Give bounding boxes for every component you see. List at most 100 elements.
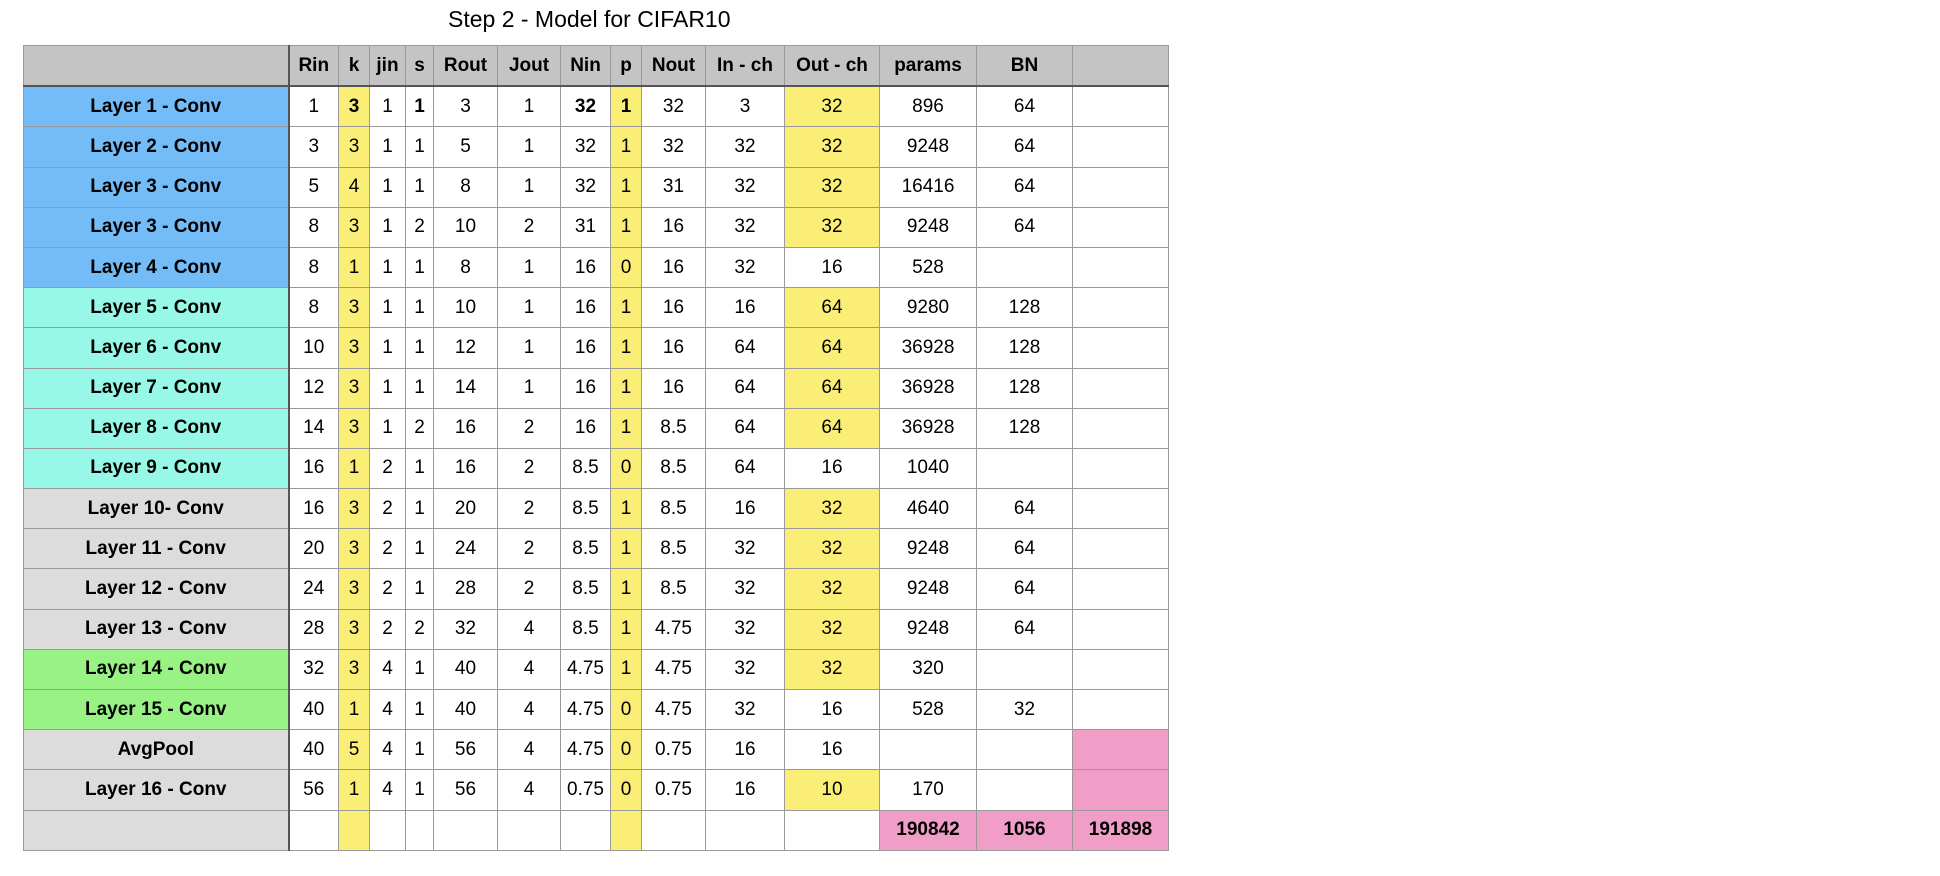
k-cell[interactable]: 5 xyxy=(338,729,370,771)
rin-cell[interactable]: 8 xyxy=(288,246,339,289)
bn-cell[interactable]: 32 xyxy=(976,688,1073,731)
nin-cell[interactable]: 16 xyxy=(560,287,611,329)
header-cell-jin[interactable]: jin xyxy=(369,45,406,88)
rout-cell[interactable]: 28 xyxy=(433,568,498,610)
jin-cell[interactable]: 4 xyxy=(369,729,406,771)
jin-cell[interactable]: 1 xyxy=(369,166,406,208)
jin-cell[interactable]: 2 xyxy=(369,608,406,650)
nout-cell[interactable]: 8.5 xyxy=(641,407,706,449)
bn-cell[interactable]: 64 xyxy=(976,206,1073,248)
out-ch-cell[interactable]: 64 xyxy=(784,287,880,329)
bn-cell[interactable]: 128 xyxy=(976,287,1073,329)
bn-cell[interactable]: 64 xyxy=(976,488,1073,530)
layer-label-cell[interactable]: Layer 14 - Conv xyxy=(23,648,290,691)
layer-label-cell[interactable]: Layer 16 - Conv xyxy=(23,769,290,811)
s-cell[interactable]: 2 xyxy=(405,608,434,650)
nin-cell[interactable]: 16 xyxy=(560,407,611,449)
in-ch-cell[interactable]: 16 xyxy=(705,287,785,329)
p-cell[interactable]: 0 xyxy=(610,769,642,811)
p-cell[interactable]: 1 xyxy=(610,488,642,530)
jin-cell[interactable]: 1 xyxy=(369,287,406,329)
nin-cell[interactable]: 4.75 xyxy=(560,648,611,691)
in-ch-cell[interactable]: 32 xyxy=(705,206,785,248)
rin-cell[interactable]: 12 xyxy=(288,367,339,409)
nout-cell[interactable]: 8.5 xyxy=(641,568,706,610)
bn-cell[interactable] xyxy=(976,769,1073,811)
in-ch-cell[interactable]: 32 xyxy=(705,648,785,691)
k-cell[interactable]: 3 xyxy=(338,206,370,248)
extra-cell[interactable] xyxy=(1072,447,1169,490)
extra-cell[interactable] xyxy=(1072,688,1169,731)
p-cell[interactable]: 1 xyxy=(610,287,642,329)
layer-label-cell[interactable]: Layer 2 - Conv xyxy=(23,126,290,168)
p-cell[interactable]: 0 xyxy=(610,447,642,490)
grand-total-cell[interactable]: 191898 xyxy=(1072,809,1169,851)
k-cell[interactable]: 3 xyxy=(338,608,370,650)
header-cell-rin[interactable]: Rin xyxy=(288,45,339,88)
nout-cell[interactable]: 0.75 xyxy=(641,729,706,771)
rout-cell[interactable]: 8 xyxy=(433,166,498,208)
layer-label-cell[interactable]: Layer 12 - Conv xyxy=(23,568,290,610)
nin-cell[interactable]: 0.75 xyxy=(560,769,611,811)
extra-cell[interactable] xyxy=(1072,407,1169,449)
params-cell[interactable]: 9280 xyxy=(879,287,977,329)
p-cell[interactable]: 1 xyxy=(610,327,642,369)
nin-cell[interactable]: 8.5 xyxy=(560,568,611,610)
in-ch-cell[interactable]: 64 xyxy=(705,407,785,449)
extra-cell[interactable] xyxy=(1072,126,1169,168)
nout-cell[interactable]: 16 xyxy=(641,246,706,289)
jout-cell[interactable]: 1 xyxy=(497,85,561,128)
rout-cell[interactable]: 20 xyxy=(433,488,498,530)
rout-cell[interactable]: 8 xyxy=(433,246,498,289)
params-cell[interactable]: 1040 xyxy=(879,447,977,490)
jin-cell[interactable]: 2 xyxy=(369,528,406,570)
rout-cell[interactable]: 10 xyxy=(433,287,498,329)
extra-cell[interactable] xyxy=(1072,608,1169,650)
k-cell[interactable]: 3 xyxy=(338,488,370,530)
nout-cell[interactable]: 8.5 xyxy=(641,528,706,570)
jin-cell[interactable]: 1 xyxy=(369,85,406,128)
jout-cell[interactable]: 1 xyxy=(497,246,561,289)
bn-cell[interactable] xyxy=(976,447,1073,490)
extra-cell[interactable] xyxy=(1072,206,1169,248)
nout-cell[interactable]: 32 xyxy=(641,85,706,128)
params-cell[interactable]: 9248 xyxy=(879,568,977,610)
extra-cell[interactable] xyxy=(1072,327,1169,369)
rin-cell[interactable]: 14 xyxy=(288,407,339,449)
in-ch-cell[interactable]: 16 xyxy=(705,488,785,530)
out-ch-cell[interactable]: 64 xyxy=(784,327,880,369)
rout-cell[interactable]: 40 xyxy=(433,688,498,731)
jout-cell[interactable]: 2 xyxy=(497,488,561,530)
p-cell[interactable]: 0 xyxy=(610,688,642,731)
bn-cell[interactable]: 128 xyxy=(976,407,1073,449)
layer-label-cell[interactable]: Layer 6 - Conv xyxy=(23,327,290,369)
rin-cell[interactable]: 8 xyxy=(288,206,339,248)
s-cell[interactable]: 2 xyxy=(405,206,434,248)
totals-empty-cell[interactable] xyxy=(369,809,406,851)
total-bn-cell[interactable]: 1056 xyxy=(976,809,1073,851)
rin-cell[interactable]: 28 xyxy=(288,608,339,650)
in-ch-cell[interactable]: 64 xyxy=(705,367,785,409)
s-cell[interactable]: 1 xyxy=(405,246,434,289)
rout-cell[interactable]: 24 xyxy=(433,528,498,570)
jout-cell[interactable]: 1 xyxy=(497,126,561,168)
layer-label-cell[interactable]: Layer 11 - Conv xyxy=(23,528,290,570)
layer-label-cell[interactable]: Layer 13 - Conv xyxy=(23,608,290,650)
totals-empty-cell[interactable] xyxy=(560,809,611,851)
in-ch-cell[interactable]: 32 xyxy=(705,166,785,208)
s-cell[interactable]: 1 xyxy=(405,488,434,530)
s-cell[interactable]: 1 xyxy=(405,126,434,168)
jout-cell[interactable]: 1 xyxy=(497,367,561,409)
nout-cell[interactable]: 4.75 xyxy=(641,608,706,650)
out-ch-cell[interactable]: 16 xyxy=(784,729,880,771)
params-cell[interactable]: 9248 xyxy=(879,528,977,570)
extra-cell[interactable] xyxy=(1072,287,1169,329)
jout-cell[interactable]: 4 xyxy=(497,729,561,771)
p-cell[interactable]: 0 xyxy=(610,729,642,771)
jout-cell[interactable]: 2 xyxy=(497,206,561,248)
in-ch-cell[interactable]: 32 xyxy=(705,608,785,650)
k-cell[interactable]: 1 xyxy=(338,688,370,731)
nin-cell[interactable]: 32 xyxy=(560,166,611,208)
in-ch-cell[interactable]: 16 xyxy=(705,729,785,771)
in-ch-cell[interactable]: 32 xyxy=(705,126,785,168)
